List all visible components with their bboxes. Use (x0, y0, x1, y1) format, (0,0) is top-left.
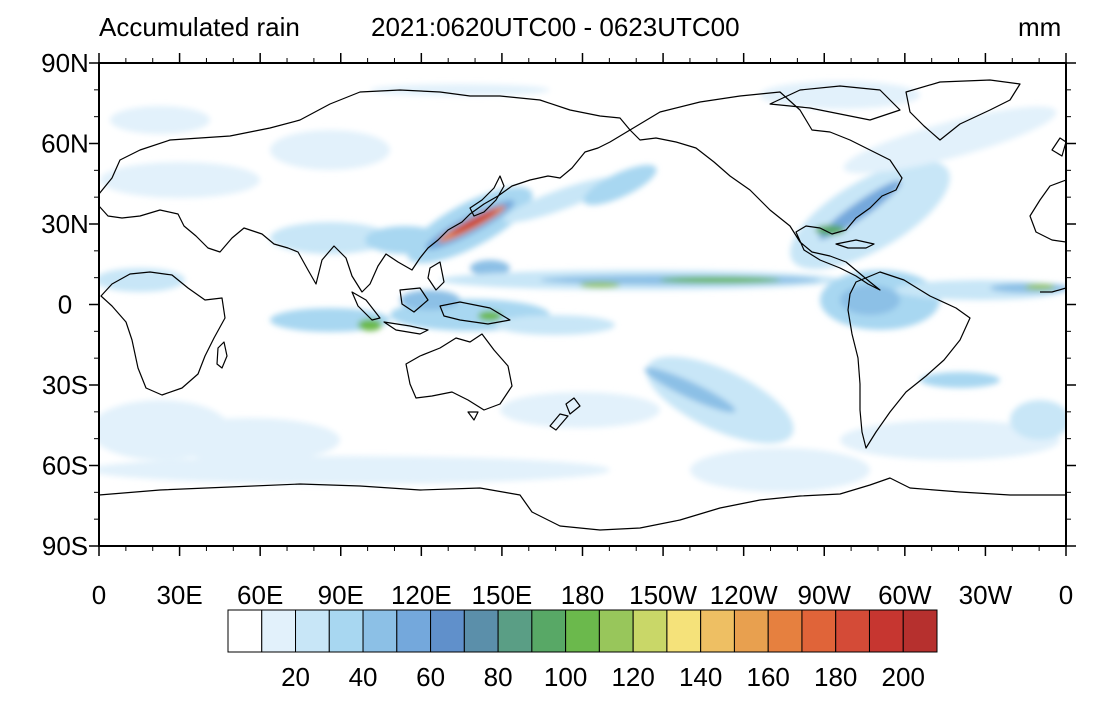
coastlines (99, 79, 1066, 531)
colorbar-swatch (700, 609, 735, 653)
colorbar-swatch (868, 609, 904, 653)
colorbar-swatch (396, 609, 432, 653)
colorbar-swatch (497, 609, 533, 653)
colorbar-swatch (666, 609, 702, 653)
colorbar-label: 160 (746, 662, 789, 692)
precip-field (99, 81, 1066, 492)
colorbar-label: 180 (814, 662, 857, 692)
colorbar-label: 20 (281, 662, 310, 692)
colorbar-swatch (295, 609, 330, 653)
colorbar-swatch (531, 609, 567, 653)
colorbar-label: 40 (349, 662, 378, 692)
colorbar-swatch (767, 609, 803, 653)
latitude-labels: 90N 60N 30N 0 30S 60S 90S (41, 48, 89, 561)
lat-label: 90S (42, 531, 88, 561)
colorbar-label: 200 (882, 662, 925, 692)
colorbar-swatch (261, 609, 297, 653)
colorbar-swatch (801, 609, 837, 653)
map-title: Accumulated rain (99, 12, 300, 42)
colorbar-swatch (632, 609, 668, 653)
colorbar (227, 609, 938, 653)
lon-label: 0 (92, 580, 106, 610)
lat-label: 0 (58, 290, 72, 320)
lon-label: 30E (156, 580, 202, 610)
lat-label: 30N (41, 209, 89, 239)
lon-label: 0 (1059, 580, 1073, 610)
date-range: 2021:0620UTC00 - 0623UTC00 (371, 12, 740, 42)
colorbar-swatch (902, 609, 938, 653)
lon-label: 60E (237, 580, 283, 610)
colorbar-swatch (463, 609, 499, 653)
lon-label: 150W (629, 580, 697, 610)
lon-label: 30W (959, 580, 1013, 610)
longitude-labels: 0 30E 60E 90E 120E 150E 180 150W 120W 90W 60W 30W 0 (92, 580, 1073, 610)
lat-label: 60S (42, 451, 88, 481)
lat-label: 60N (41, 129, 89, 159)
lon-label: 60W (878, 580, 932, 610)
colorbar-swatch (733, 609, 769, 653)
colorbar-swatch (835, 609, 870, 653)
colorbar-swatch (430, 609, 465, 653)
lon-label: 90E (318, 580, 364, 610)
lon-label: 150E (472, 580, 533, 610)
lon-label: 120W (710, 580, 778, 610)
colorbar-labels: 20 40 60 80 100 120 140 160 180 200 (281, 662, 925, 692)
colorbar-swatch (565, 609, 600, 653)
colorbar-swatch (598, 609, 634, 653)
colorbar-swatch (362, 609, 398, 653)
colorbar-swatch (227, 609, 263, 653)
lat-label: 90N (41, 48, 89, 78)
lat-label: 30S (42, 370, 88, 400)
colorbar-label: 120 (611, 662, 654, 692)
colorbar-label: 60 (416, 662, 445, 692)
lon-label: 90W (798, 580, 852, 610)
colorbar-label: 80 (484, 662, 513, 692)
axis-ticks (89, 53, 1076, 556)
units-label: mm (1018, 12, 1062, 42)
lon-label: 180 (561, 580, 604, 610)
colorbar-label: 100 (544, 662, 587, 692)
colorbar-swatch (328, 609, 364, 653)
lon-label: 120E (391, 580, 452, 610)
colorbar-label: 140 (679, 662, 722, 692)
